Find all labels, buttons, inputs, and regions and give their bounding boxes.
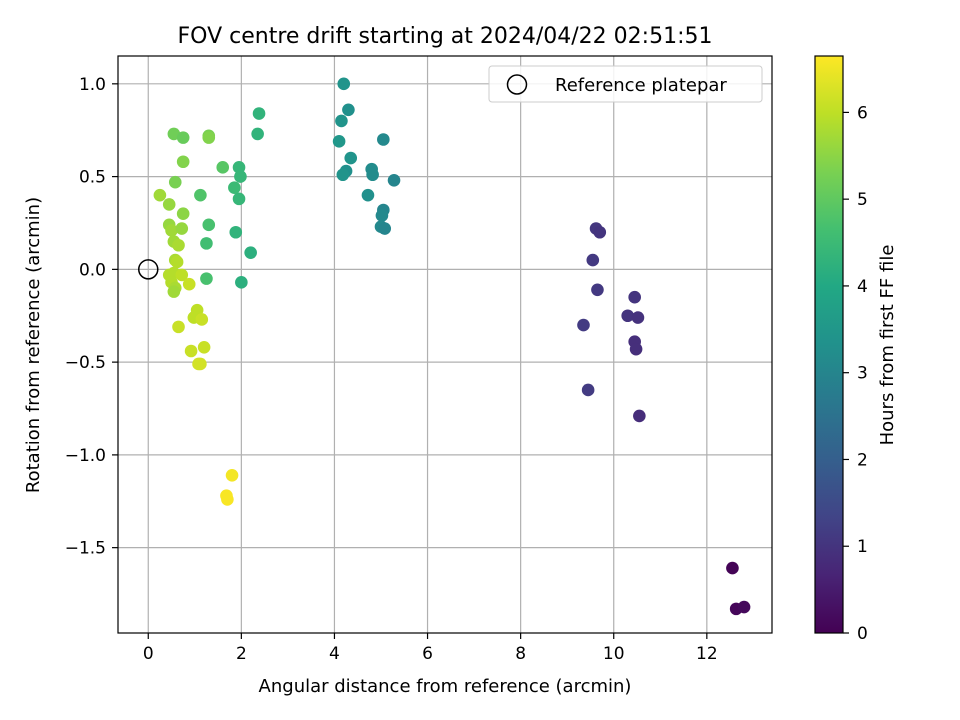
data-point — [377, 133, 390, 146]
colorbar-tick-label: 5 — [857, 190, 868, 210]
data-point — [202, 218, 216, 232]
data-point — [176, 155, 190, 169]
data-point — [375, 209, 389, 222]
data-point — [577, 318, 590, 332]
data-point — [335, 114, 348, 128]
data-point — [633, 409, 646, 423]
legend-marker — [506, 74, 528, 95]
data-point — [244, 246, 257, 259]
data-point — [387, 174, 401, 187]
y-tick-label: 0.5 — [79, 168, 106, 188]
data-point — [332, 135, 346, 148]
data-point — [184, 344, 198, 358]
colorbar-tick-label: 2 — [857, 450, 868, 470]
data-point — [216, 161, 230, 174]
x-axis: 0 2 4 6 8 10 12 — [143, 633, 718, 664]
data-point — [593, 225, 607, 239]
y-axis: −1.5 −1.0 −0.5 0.0 0.5 1.0 — [65, 75, 118, 559]
plot-frame — [117, 55, 773, 634]
data-point — [234, 170, 247, 183]
colorbar-tick-label: 1 — [857, 537, 868, 557]
x-tick-label: 12 — [696, 644, 718, 664]
legend-box — [488, 65, 763, 103]
x-tick-label: 10 — [603, 644, 625, 664]
data-point — [200, 272, 213, 285]
data-point — [168, 175, 182, 189]
data-point — [197, 340, 211, 354]
data-point — [175, 268, 189, 282]
data-point — [175, 222, 189, 235]
data-point — [591, 283, 604, 297]
data-point — [194, 188, 207, 202]
colorbar-gradient — [814, 55, 844, 634]
data-point — [737, 600, 751, 614]
data-point — [165, 224, 178, 237]
data-points — [153, 77, 751, 616]
data-point — [170, 255, 184, 269]
data-point — [232, 161, 246, 174]
data-point — [162, 198, 176, 211]
data-point — [366, 168, 379, 182]
y-axis-label: Rotation from reference (arcmin) — [23, 197, 44, 493]
data-point — [232, 192, 246, 206]
x-tick-label: 2 — [236, 644, 247, 664]
data-point — [581, 383, 595, 397]
data-point — [726, 561, 739, 575]
colorbar-label: Hours from first FF file — [877, 245, 898, 446]
data-point — [631, 311, 645, 324]
grid — [118, 56, 772, 633]
chart-title: FOV centre drift starting at 2024/04/22 … — [178, 24, 713, 49]
colorbar-tick-label: 4 — [857, 277, 868, 297]
y-tick-label: 1.0 — [79, 75, 106, 95]
data-point — [172, 238, 185, 252]
colorbar: 0 1 2 3 4 5 6 Hours from first FF file — [814, 55, 898, 644]
reference-point-marker — [138, 259, 159, 280]
data-point — [200, 237, 213, 250]
data-point — [628, 290, 641, 304]
data-point — [221, 493, 234, 506]
data-point — [251, 127, 264, 141]
colorbar-tick-label: 6 — [857, 103, 868, 123]
data-point — [378, 222, 392, 235]
x-tick-label: 6 — [422, 644, 433, 664]
reference-marker-layer — [138, 259, 159, 280]
data-point — [153, 188, 167, 202]
data-point — [176, 207, 190, 221]
data-point — [172, 320, 185, 334]
data-point — [337, 77, 351, 91]
data-point — [361, 188, 375, 202]
data-point — [228, 181, 241, 195]
data-point — [225, 468, 239, 482]
data-point — [195, 313, 209, 326]
x-tick-label: 4 — [329, 644, 340, 664]
data-point — [344, 151, 358, 165]
data-point — [194, 357, 207, 371]
data-point — [342, 103, 355, 117]
data-point — [621, 309, 635, 323]
legend-label: Reference platepar — [555, 75, 727, 96]
y-tick-label: −0.5 — [65, 353, 106, 373]
x-axis-label: Angular distance from reference (arcmin) — [259, 676, 632, 697]
x-tick-label: 8 — [515, 644, 526, 664]
colorbar-tick-label: 0 — [857, 624, 868, 644]
legend: Reference platepar — [488, 65, 763, 103]
colorbar-ticks: 0 1 2 3 4 5 6 — [843, 103, 868, 644]
data-point — [336, 168, 350, 182]
data-point — [167, 285, 181, 298]
x-tick-label: 0 — [143, 644, 154, 664]
data-point — [202, 131, 216, 144]
data-point — [176, 131, 190, 144]
y-tick-label: 0.0 — [79, 260, 106, 280]
y-tick-label: −1.5 — [65, 539, 106, 559]
data-point — [182, 277, 196, 291]
data-point — [586, 253, 600, 267]
data-point — [235, 276, 248, 289]
data-point — [252, 107, 266, 120]
data-point — [629, 342, 643, 356]
y-tick-label: −1.0 — [65, 446, 106, 466]
colorbar-tick-label: 3 — [857, 364, 868, 384]
data-point — [229, 225, 243, 239]
